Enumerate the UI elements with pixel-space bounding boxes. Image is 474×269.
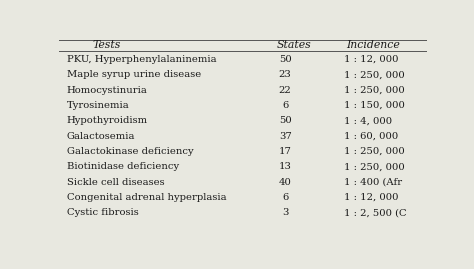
Text: Incidence: Incidence — [346, 40, 400, 50]
Text: 22: 22 — [279, 86, 292, 95]
Text: States: States — [276, 40, 311, 50]
Text: Homocystinuria: Homocystinuria — [66, 86, 147, 95]
Text: Hypothyroidism: Hypothyroidism — [66, 116, 148, 125]
Text: 1 : 250, 000: 1 : 250, 000 — [344, 86, 405, 95]
Text: 1 : 250, 000: 1 : 250, 000 — [344, 147, 405, 156]
Text: 1 : 60, 000: 1 : 60, 000 — [344, 132, 398, 141]
Text: Sickle cell diseases: Sickle cell diseases — [66, 178, 164, 187]
Text: 13: 13 — [279, 162, 292, 171]
Text: 1 : 250, 000: 1 : 250, 000 — [344, 162, 405, 171]
Text: 6: 6 — [282, 101, 288, 110]
Text: Biotinidase deficiency: Biotinidase deficiency — [66, 162, 179, 171]
Text: Tests: Tests — [93, 40, 121, 50]
Text: 1 : 2, 500 (C: 1 : 2, 500 (C — [344, 208, 407, 217]
Text: 6: 6 — [282, 193, 288, 202]
Text: 50: 50 — [279, 55, 292, 64]
Text: 37: 37 — [279, 132, 292, 141]
Text: Congenital adrenal hyperplasia: Congenital adrenal hyperplasia — [66, 193, 226, 202]
Text: Cystic fibrosis: Cystic fibrosis — [66, 208, 138, 217]
Text: Maple syrup urine disease: Maple syrup urine disease — [66, 70, 201, 79]
Text: Tyrosinemia: Tyrosinemia — [66, 101, 129, 110]
Text: PKU, Hyperphenylalaninemia: PKU, Hyperphenylalaninemia — [66, 55, 216, 64]
Text: 1 : 12, 000: 1 : 12, 000 — [344, 193, 399, 202]
Text: 23: 23 — [279, 70, 292, 79]
Text: 40: 40 — [279, 178, 292, 187]
Text: Galactokinase deficiency: Galactokinase deficiency — [66, 147, 193, 156]
Text: 1 : 4, 000: 1 : 4, 000 — [344, 116, 392, 125]
Text: 3: 3 — [282, 208, 288, 217]
Text: Galactosemia: Galactosemia — [66, 132, 135, 141]
Text: 1 : 150, 000: 1 : 150, 000 — [344, 101, 405, 110]
Text: 1 : 400 (Afr: 1 : 400 (Afr — [344, 178, 402, 187]
Text: 1 : 250, 000: 1 : 250, 000 — [344, 70, 405, 79]
Text: 50: 50 — [279, 116, 292, 125]
Text: 1 : 12, 000: 1 : 12, 000 — [344, 55, 399, 64]
Text: 17: 17 — [279, 147, 292, 156]
